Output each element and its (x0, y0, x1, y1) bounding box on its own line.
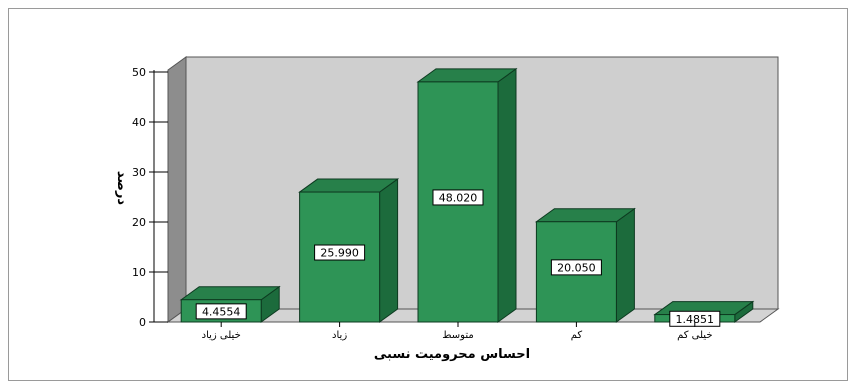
y-tick-label: 20 (132, 216, 146, 229)
x-tick-label: کم (571, 330, 583, 341)
data-label: 4.4554 (202, 305, 241, 318)
y-axis-title: درصد (114, 171, 129, 206)
data-label-box (550, 259, 602, 276)
y-tick-label: 0 (139, 316, 146, 329)
bar-top (298, 178, 400, 193)
bar: 4.4554 (179, 285, 281, 323)
data-label-box (432, 189, 484, 206)
bars: 4.4554 25.990 48.020 20.050 1.4851 (179, 67, 755, 327)
y-tick-label: 10 (132, 266, 146, 279)
x-tick-label: متوسط (442, 330, 473, 341)
x-tick-label: زیاد (332, 330, 347, 341)
data-label: 1.4851 (676, 313, 715, 326)
x-tick-label: خیلی زیاد (202, 330, 241, 341)
bar-top (534, 208, 636, 223)
x-axis-title: احساس محرومیت نسبی (374, 347, 530, 362)
data-label: 20.050 (557, 261, 596, 274)
data-label: 25.990 (320, 247, 359, 260)
y-axis: 0 10 20 30 40 50 (132, 66, 168, 329)
bar: 1.4851 (653, 300, 755, 327)
bar-top (179, 286, 281, 301)
bar: 20.050 (534, 207, 636, 323)
x-tick-label: خیلی کم (677, 330, 712, 341)
data-label-box (314, 244, 366, 261)
bar-top (416, 68, 518, 83)
side-wall (167, 56, 187, 323)
x-axis-labels: خیلی زیاد زیاد متوسط کم خیلی کم (202, 322, 713, 341)
y-tick-label: 50 (132, 66, 146, 79)
y-tick-label: 30 (132, 166, 146, 179)
data-label: 48.020 (439, 191, 478, 204)
bar-side (497, 67, 517, 323)
y-tick-label: 40 (132, 116, 146, 129)
bar-side (379, 178, 399, 323)
bar: 25.990 (298, 178, 400, 323)
data-label-box (195, 303, 247, 320)
bar: 48.020 (416, 67, 518, 323)
bar-side (615, 207, 635, 323)
